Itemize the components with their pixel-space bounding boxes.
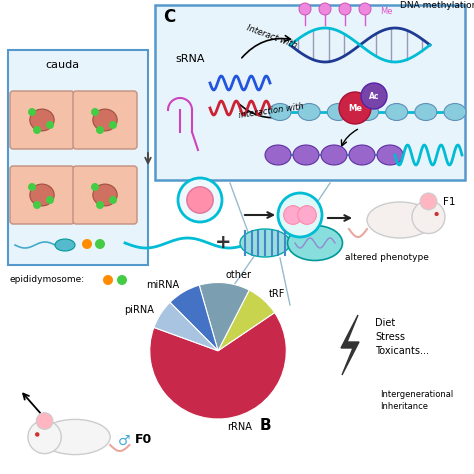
Text: Me: Me <box>348 104 362 113</box>
Circle shape <box>187 187 213 213</box>
Circle shape <box>28 420 61 454</box>
Text: Ac: Ac <box>369 92 380 101</box>
Ellipse shape <box>444 103 466 120</box>
Text: ♂: ♂ <box>118 434 130 448</box>
Text: Diet
Stress
Toxicants...: Diet Stress Toxicants... <box>375 318 429 356</box>
Circle shape <box>91 108 99 116</box>
Wedge shape <box>218 290 274 351</box>
Circle shape <box>117 275 127 285</box>
Ellipse shape <box>30 109 54 131</box>
Text: altered phenotype: altered phenotype <box>345 253 429 262</box>
Text: DNA methylation: DNA methylation <box>400 1 474 10</box>
Text: epididymosome:: epididymosome: <box>10 275 85 284</box>
Text: Me: Me <box>380 7 392 16</box>
Ellipse shape <box>93 109 117 131</box>
Circle shape <box>28 108 36 116</box>
Text: cauda: cauda <box>45 60 79 70</box>
Ellipse shape <box>298 103 320 120</box>
Circle shape <box>359 3 371 15</box>
Circle shape <box>46 196 54 204</box>
Ellipse shape <box>30 184 54 206</box>
Ellipse shape <box>415 103 437 120</box>
Circle shape <box>420 193 437 210</box>
FancyBboxPatch shape <box>73 166 137 224</box>
Text: Interact with: Interact with <box>245 23 298 50</box>
Circle shape <box>96 201 104 209</box>
Ellipse shape <box>288 226 343 261</box>
Ellipse shape <box>377 145 403 165</box>
Circle shape <box>33 201 41 209</box>
Circle shape <box>178 178 222 222</box>
Circle shape <box>435 212 439 216</box>
Circle shape <box>339 92 371 124</box>
FancyBboxPatch shape <box>10 91 74 149</box>
Circle shape <box>91 183 99 191</box>
FancyBboxPatch shape <box>155 5 465 180</box>
Circle shape <box>109 121 117 129</box>
Text: other: other <box>226 270 252 280</box>
Wedge shape <box>154 302 218 351</box>
Circle shape <box>361 83 387 109</box>
Circle shape <box>299 3 311 15</box>
Ellipse shape <box>240 229 290 257</box>
Circle shape <box>339 3 351 15</box>
Ellipse shape <box>93 184 117 206</box>
Circle shape <box>36 413 53 429</box>
Text: C: C <box>163 8 175 26</box>
Circle shape <box>46 121 54 129</box>
Ellipse shape <box>283 206 302 224</box>
Ellipse shape <box>321 145 347 165</box>
Wedge shape <box>199 283 249 351</box>
Wedge shape <box>150 312 286 419</box>
Ellipse shape <box>367 202 433 238</box>
Circle shape <box>82 239 92 249</box>
Circle shape <box>95 239 105 249</box>
FancyBboxPatch shape <box>10 166 74 224</box>
Text: F0: F0 <box>135 433 152 446</box>
Text: +: + <box>215 233 231 252</box>
Text: rRNA: rRNA <box>228 422 252 432</box>
Circle shape <box>96 126 104 134</box>
Ellipse shape <box>55 239 75 251</box>
Ellipse shape <box>265 145 291 165</box>
Ellipse shape <box>40 419 110 455</box>
Text: F1: F1 <box>443 197 456 207</box>
Text: interaction with: interaction with <box>238 102 304 120</box>
Text: piRNA: piRNA <box>124 305 154 315</box>
Circle shape <box>278 193 322 237</box>
Circle shape <box>109 196 117 204</box>
Ellipse shape <box>269 103 291 120</box>
FancyBboxPatch shape <box>8 50 148 265</box>
Ellipse shape <box>356 103 379 120</box>
Ellipse shape <box>349 145 375 165</box>
Circle shape <box>33 126 41 134</box>
Circle shape <box>103 275 113 285</box>
Ellipse shape <box>328 103 349 120</box>
Circle shape <box>412 201 445 234</box>
Circle shape <box>319 3 331 15</box>
Polygon shape <box>341 315 359 375</box>
FancyBboxPatch shape <box>73 91 137 149</box>
Ellipse shape <box>293 145 319 165</box>
Circle shape <box>28 183 36 191</box>
Text: miRNA: miRNA <box>146 280 179 290</box>
Text: sRNA: sRNA <box>175 54 204 64</box>
Ellipse shape <box>386 103 408 120</box>
Text: B: B <box>260 418 272 433</box>
Ellipse shape <box>298 206 316 224</box>
Text: tRF: tRF <box>269 289 285 299</box>
Circle shape <box>35 432 39 437</box>
Text: Intergenerational
Inheritance: Intergenerational Inheritance <box>380 390 453 411</box>
Wedge shape <box>170 285 218 351</box>
